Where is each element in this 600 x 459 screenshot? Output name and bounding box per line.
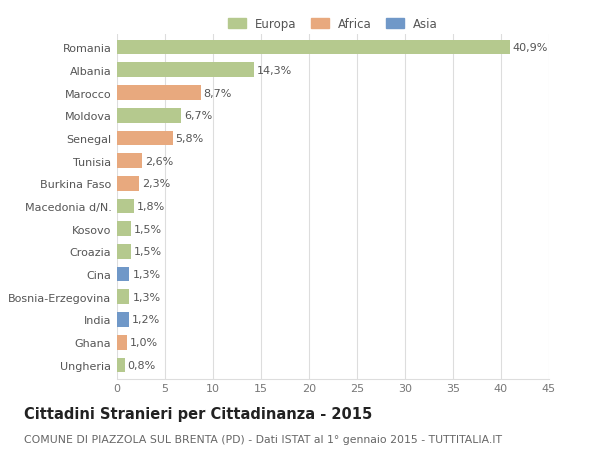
Bar: [117, 245, 131, 259]
Text: 5,8%: 5,8%: [176, 134, 204, 144]
Text: 1,5%: 1,5%: [134, 224, 163, 234]
Bar: [117, 109, 181, 123]
Text: 14,3%: 14,3%: [257, 66, 292, 76]
Bar: [117, 41, 509, 56]
Text: 2,6%: 2,6%: [145, 156, 173, 166]
Bar: [117, 313, 128, 327]
Text: 6,7%: 6,7%: [184, 111, 212, 121]
Bar: [117, 335, 127, 350]
Bar: [117, 358, 125, 372]
Text: 2,3%: 2,3%: [142, 179, 170, 189]
Bar: [117, 290, 130, 304]
Bar: [117, 63, 254, 78]
Text: 1,0%: 1,0%: [130, 337, 158, 347]
Text: 1,3%: 1,3%: [133, 292, 160, 302]
Text: 0,8%: 0,8%: [128, 360, 156, 370]
Text: 1,2%: 1,2%: [131, 315, 160, 325]
Text: 1,5%: 1,5%: [134, 247, 163, 257]
Text: 8,7%: 8,7%: [203, 88, 232, 98]
Bar: [117, 222, 131, 236]
Text: 1,8%: 1,8%: [137, 202, 166, 212]
Bar: [117, 154, 142, 168]
Legend: Europa, Africa, Asia: Europa, Africa, Asia: [228, 18, 438, 31]
Bar: [117, 177, 139, 191]
Bar: [117, 131, 173, 146]
Bar: [117, 267, 130, 282]
Text: Cittadini Stranieri per Cittadinanza - 2015: Cittadini Stranieri per Cittadinanza - 2…: [24, 406, 372, 421]
Text: 1,3%: 1,3%: [133, 269, 160, 280]
Bar: [117, 199, 134, 214]
Text: 40,9%: 40,9%: [512, 43, 548, 53]
Bar: [117, 86, 200, 101]
Text: COMUNE DI PIAZZOLA SUL BRENTA (PD) - Dati ISTAT al 1° gennaio 2015 - TUTTITALIA.: COMUNE DI PIAZZOLA SUL BRENTA (PD) - Dat…: [24, 434, 502, 444]
